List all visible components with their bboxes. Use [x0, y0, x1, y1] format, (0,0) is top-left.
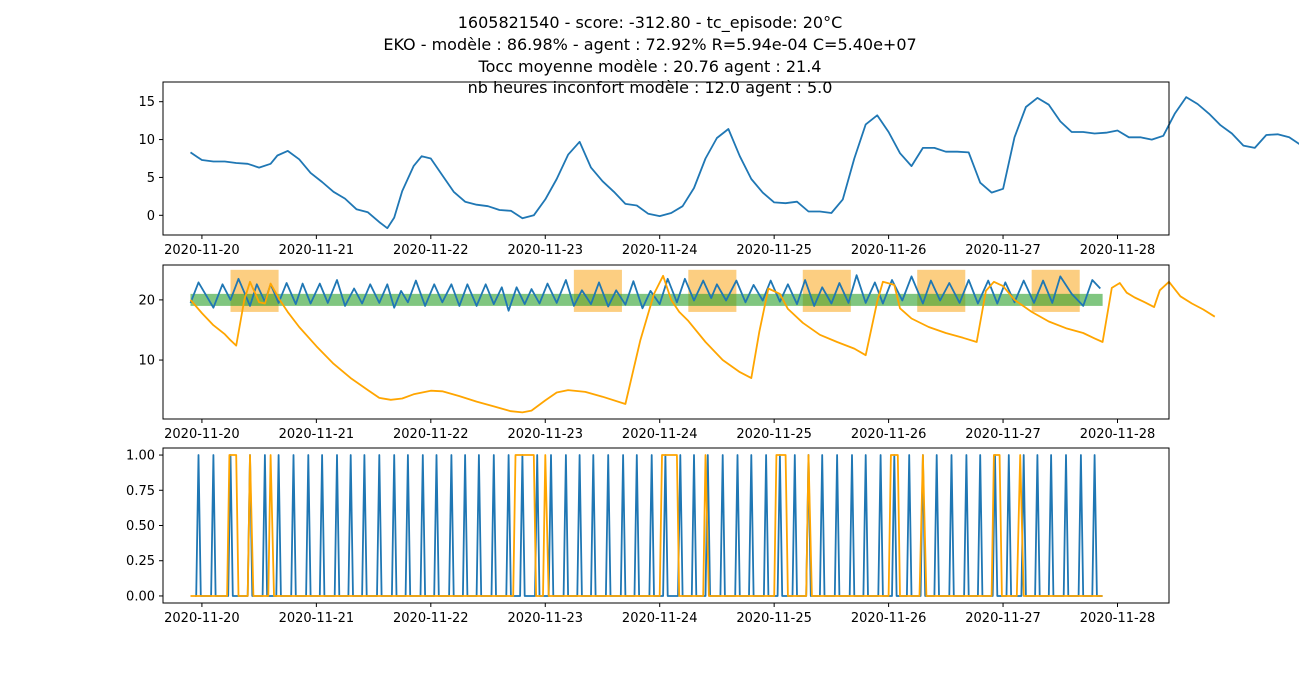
y-tick-label: 0.50 [126, 519, 155, 534]
series-line-agent-heating [195, 454, 1103, 597]
y-tick-label: 0.25 [126, 554, 155, 569]
title-line-4: nb heures inconfort modèle : 12.0 agent … [468, 78, 833, 97]
x-tick-label: 2020-11-20 [164, 427, 240, 442]
x-tick-label: 2020-11-24 [622, 243, 698, 258]
x-tick-label: 2020-11-26 [851, 611, 927, 626]
x-tick-label: 2020-11-26 [851, 427, 927, 442]
x-tick-label: 2020-11-21 [279, 611, 355, 626]
x-tick-label: 2020-11-25 [736, 243, 812, 258]
y-tick-label: 5 [147, 171, 155, 186]
x-tick-label: 2020-11-28 [1080, 427, 1156, 442]
title-line-1: 1605821540 - score: -312.80 - tc_episode… [458, 13, 843, 33]
axes-frame [162, 264, 1170, 420]
x-tick-label: 2020-11-23 [507, 243, 583, 258]
x-tick-label: 2020-11-27 [965, 243, 1041, 258]
series-line-model-heating [190, 454, 1103, 597]
x-tick-label: 2020-11-27 [965, 427, 1041, 442]
x-tick-label: 2020-11-24 [622, 427, 698, 442]
x-tick-label: 2020-11-28 [1080, 611, 1156, 626]
x-tick-label: 2020-11-27 [965, 611, 1041, 626]
indoor-temperature-panel: 2020-11-20 2020-11-21 2020-11-22 2020-11-23… [138, 264, 1216, 442]
x-tick-label: 2020-11-22 [393, 243, 469, 258]
y-tick-label: 15 [138, 95, 155, 110]
y-tick-label: 1.00 [126, 449, 155, 464]
heating-action-panel: 2020-11-20 2020-11-21 2020-11-22 2020-11-23… [126, 447, 1170, 626]
series-line-model-indoor-temperature [189, 274, 1216, 414]
x-tick-label: 2020-11-23 [507, 427, 583, 442]
y-tick-label: 10 [138, 354, 155, 369]
x-tick-label: 2020-11-25 [736, 611, 812, 626]
y-tick-label: 0.00 [126, 589, 155, 604]
x-tick-label: 2020-11-23 [507, 611, 583, 626]
axes-frame [162, 81, 1170, 236]
series-line-outdoor-temperature [189, 96, 1299, 230]
title-line-2: EKO - modèle : 86.98% - agent : 72.92% R… [383, 35, 916, 54]
x-tick-label: 2020-11-22 [393, 611, 469, 626]
x-tick-label: 2020-11-21 [279, 427, 355, 442]
x-tick-label: 2020-11-20 [164, 611, 240, 626]
outdoor-temperature-panel: 2020-11-20 2020-11-21 2020-11-22 2020-11-23… [138, 81, 1299, 258]
y-tick-label: 10 [138, 133, 155, 148]
x-tick-label: 2020-11-22 [393, 427, 469, 442]
x-tick-label: 2020-11-20 [164, 243, 240, 258]
x-tick-label: 2020-11-26 [851, 243, 927, 258]
series-line-agent-indoor-temperature [189, 274, 1101, 312]
x-tick-label: 2020-11-24 [622, 611, 698, 626]
x-tick-label: 2020-11-28 [1080, 243, 1156, 258]
y-tick-label: 0 [147, 209, 155, 224]
x-tick-label: 2020-11-25 [736, 427, 812, 442]
x-tick-label: 2020-11-21 [279, 243, 355, 258]
title-line-3: Tocc moyenne modèle : 20.76 agent : 21.4 [478, 57, 822, 76]
y-tick-label: 0.75 [126, 484, 155, 499]
y-tick-label: 20 [138, 293, 155, 308]
